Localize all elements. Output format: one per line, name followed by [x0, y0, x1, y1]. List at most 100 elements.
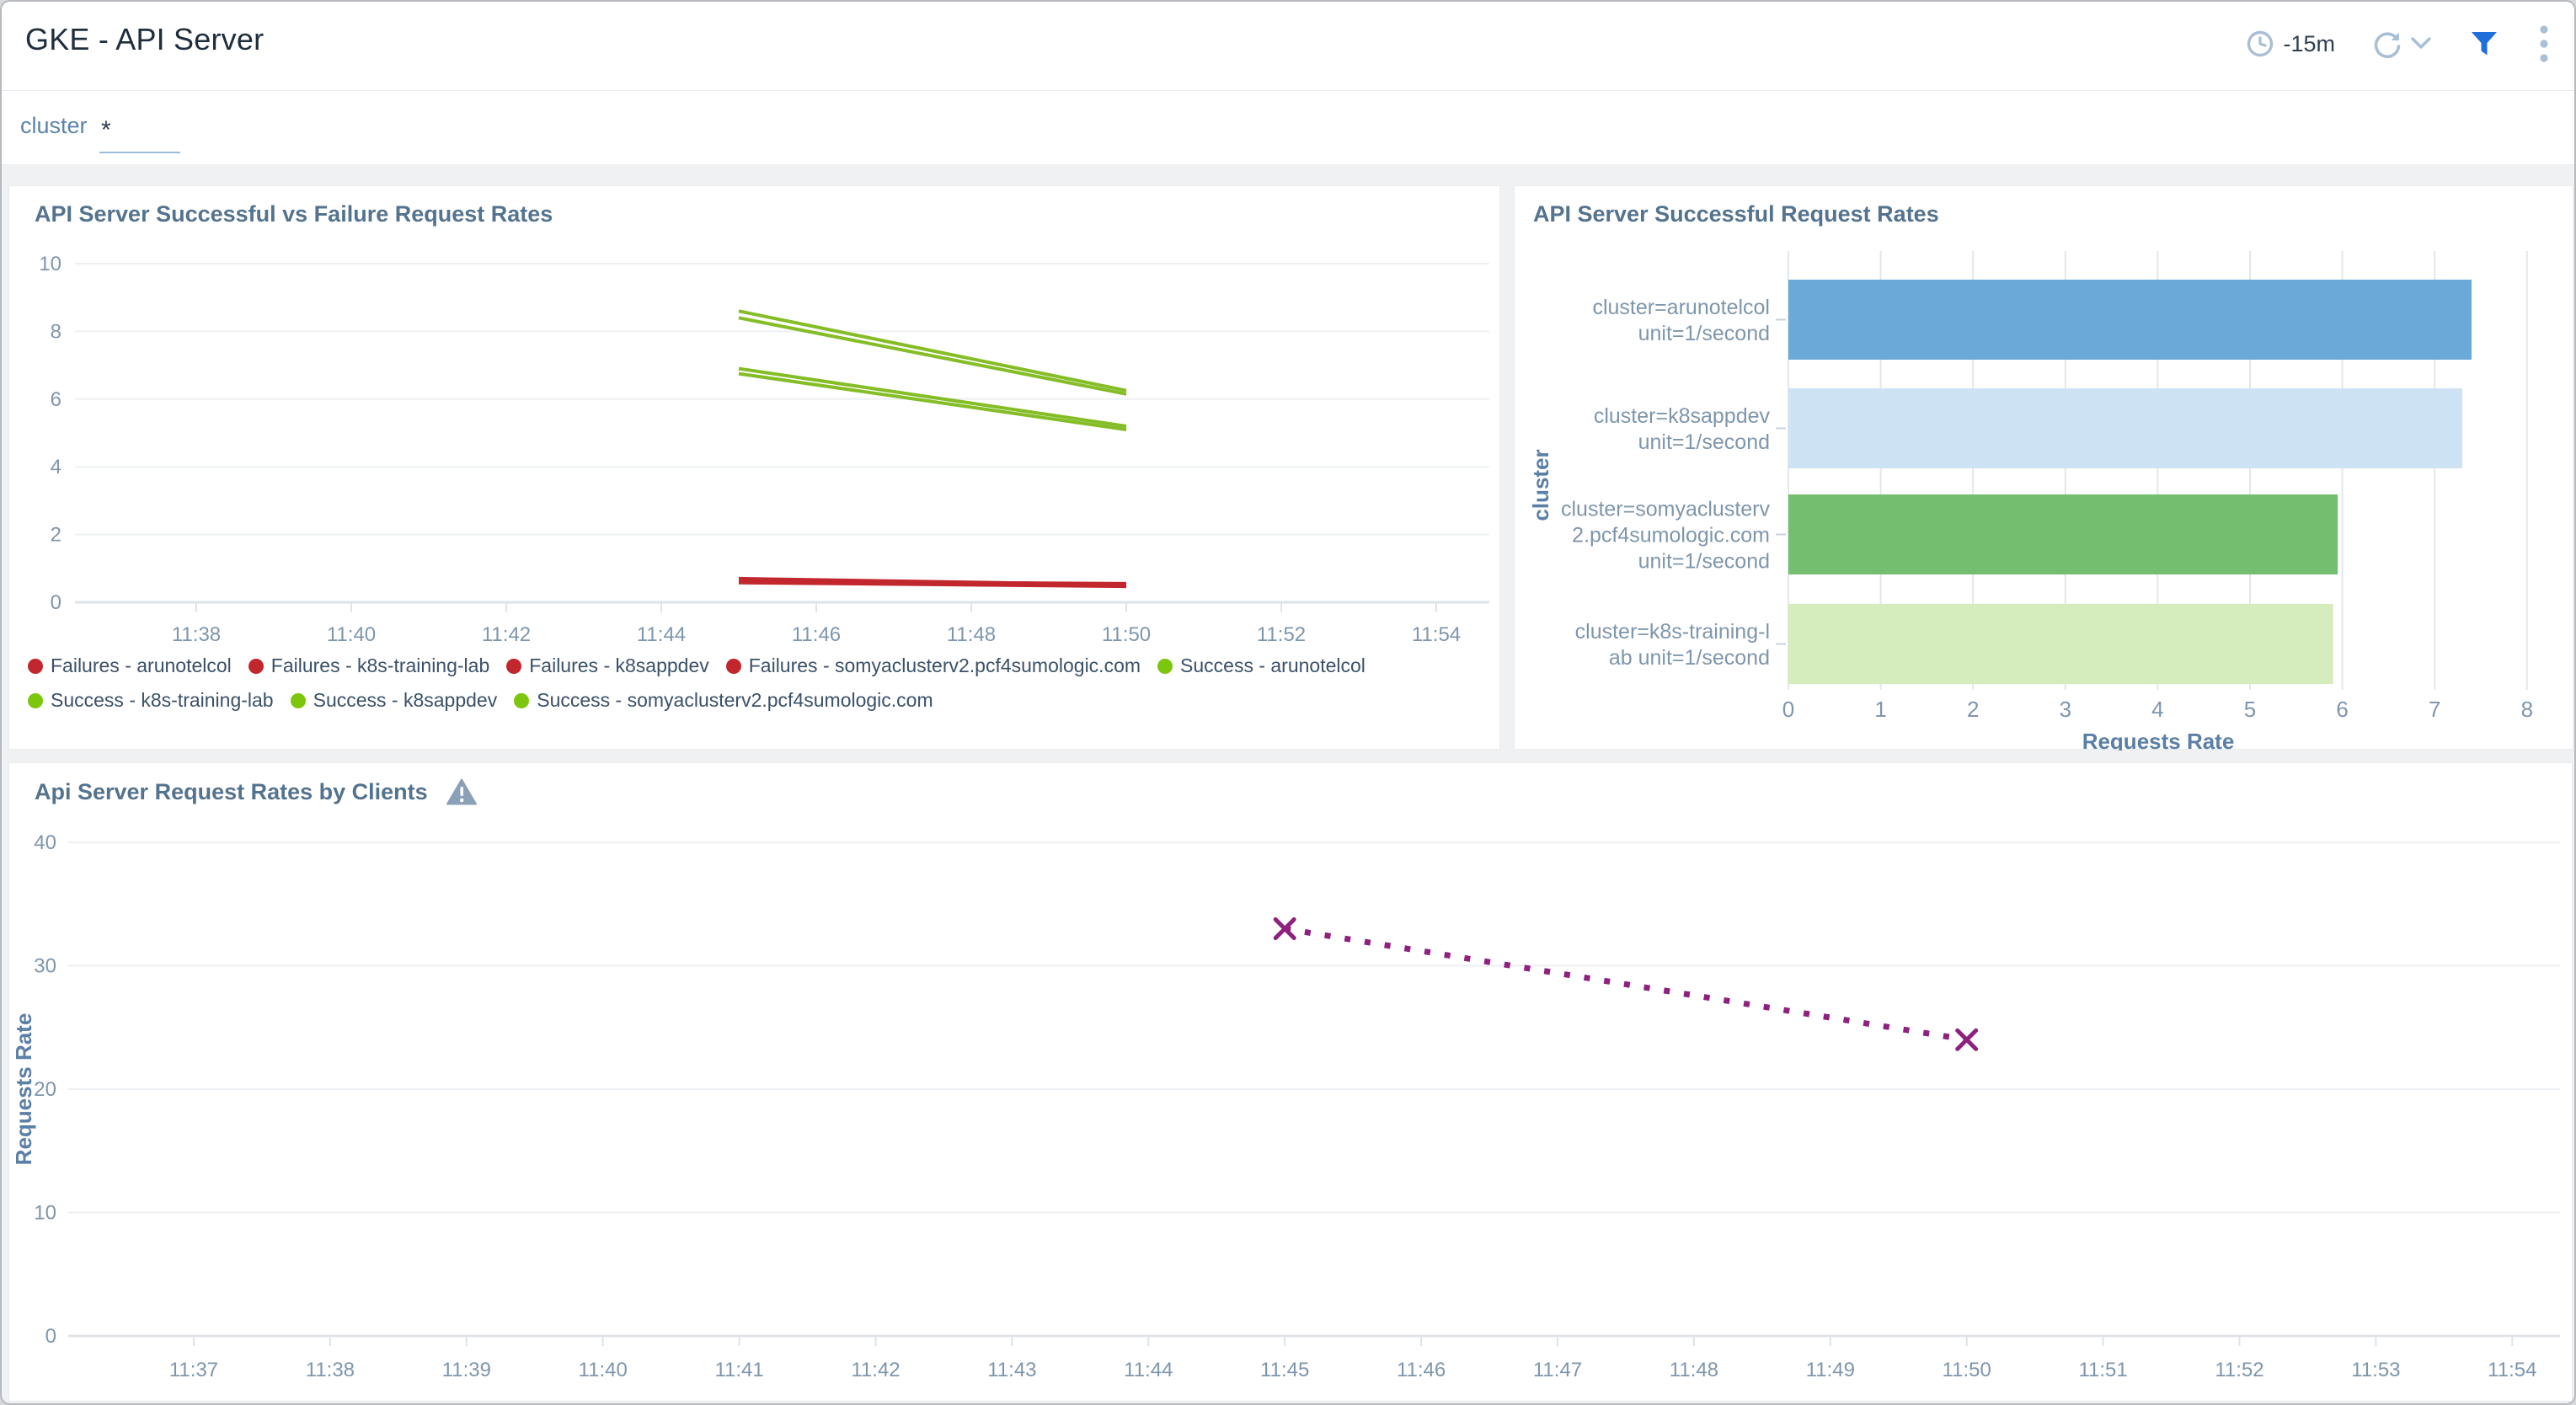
bar-cluster=k8s-training-lab unit=1/second[interactable]	[1788, 604, 2333, 684]
x-tick-label: 11:54	[2488, 1359, 2536, 1381]
chart-title-success-vs-failure: API Server Successful vs Failure Request…	[35, 201, 553, 227]
series-line-Success - k8s-training-lab[interactable]	[738, 371, 1127, 431]
bar-cluster=k8sappdevunit=1/second[interactable]	[1788, 388, 2463, 468]
cluster-filter-label: cluster	[20, 113, 88, 138]
x-tick-label: 5	[2244, 697, 2256, 722]
legend-swatch	[506, 658, 522, 674]
x-tick-label: 11:44	[1124, 1359, 1173, 1381]
legend-item[interactable]: Success - arunotelcol	[1157, 654, 1365, 677]
filter-icon[interactable]	[2470, 30, 2499, 57]
series-line-Success - k8sappdev[interactable]	[738, 316, 1127, 396]
chart-request-rates-by-clients: 0 10 20 30 40 11:37 11:38 11:39 11:40 11:41 11:42 1…	[9, 763, 2572, 1401]
y-tick-label: 4	[51, 456, 61, 478]
chart-success-vs-failure: 0 2 4 6 8 10 11:38 11:40 11:42 11:44 11:46 11:48 11:…	[9, 186, 1499, 749]
y-tick-label: 10	[39, 253, 61, 275]
x-tick-label: 11:47	[1533, 1359, 1582, 1381]
warning-icon[interactable]	[446, 778, 477, 805]
success-vs-failure-plot-area: 0 2 4 6 8 10 11:38 11:40 11:42 11:44 11:46 11:48 11:…	[39, 253, 1489, 646]
x-tick-label: 0	[1782, 697, 1794, 722]
x-tick-label: 11:48	[1670, 1359, 1718, 1381]
category-label: cluster=somyaclusterv	[1561, 498, 1770, 521]
refresh-icon[interactable]	[2370, 28, 2404, 60]
x-tick-label: 2	[1967, 697, 1979, 722]
x-tick-label: 1	[1874, 697, 1886, 722]
legend-item[interactable]: Failures - somyaclusterv2.pcf4sumologic.…	[725, 654, 1141, 677]
x-tick-label: 11:52	[2215, 1359, 2263, 1381]
y-tick-label: 10	[34, 1202, 56, 1225]
y-tick-label: 0	[51, 591, 61, 614]
chart-successful-request-rates: 0 1 2 3 4 5 6 7 8 cluster=arunotelcol unit=1/secon…	[1515, 186, 2573, 751]
series-line-Failures - k8sappdev[interactable]	[738, 576, 1127, 587]
legend-swatch	[28, 658, 43, 674]
bar-cluster=somyaclusterv2.pcf4sumologic.comunit=1/second[interactable]	[1788, 494, 2338, 574]
category-label: unit=1/second	[1638, 550, 1770, 574]
category-label: cluster=k8s-training-l	[1575, 620, 1770, 644]
successful-request-rates-plot-area: 0 1 2 3 4 5 6 7 8 cluster=arunotelcol unit=1/secon…	[1528, 251, 2533, 751]
x-tick-label: 11:40	[579, 1359, 628, 1381]
x-tick-label: 11:48	[947, 623, 996, 646]
header-actions: -15m	[2246, 2, 2549, 86]
y-tick-label: 0	[45, 1325, 56, 1348]
legend-swatch	[248, 658, 264, 674]
clock-icon[interactable]	[2246, 29, 2274, 58]
category-label: cluster=k8sappdev	[1594, 404, 1771, 428]
x-marker	[1955, 1028, 1979, 1051]
series-line-Success - somyaclusterv2.pcf4sumologic.com[interactable]	[738, 366, 1127, 428]
cluster-filter-input[interactable]	[99, 110, 180, 153]
legend-item[interactable]: Success - k8s-training-lab	[28, 689, 274, 712]
series-line-Failures - somyaclusterv2.pcf4sumologic.com[interactable]	[738, 580, 1127, 589]
y-axis-title: Requests Rate	[11, 1013, 36, 1166]
legend-item[interactable]: Failures - k8sappdev	[506, 654, 709, 677]
page-title: GKE - API Server	[25, 22, 265, 56]
legend-swatch	[514, 692, 530, 708]
legend-item[interactable]: Failures - k8s-training-lab	[248, 654, 490, 677]
x-tick-label: 11:52	[1257, 623, 1306, 646]
time-range-value[interactable]: -15m	[2283, 30, 2335, 56]
kebab-menu-icon[interactable]	[2539, 24, 2549, 64]
x-tick-label: 11:37	[169, 1359, 218, 1381]
legend-label: Success - k8sappdev	[313, 689, 498, 711]
legend-label: Failures - k8sappdev	[529, 654, 709, 676]
x-tick-label: 11:49	[1806, 1359, 1855, 1381]
x-tick-label: 11:50	[1943, 1359, 1991, 1381]
x-tick-label: 3	[2060, 697, 2071, 722]
series-line-Success - arunotelcol[interactable]	[738, 309, 1127, 393]
bar-cluster=arunotelcolunit=1/second[interactable]	[1788, 280, 2472, 360]
panel-successful-request-rates: API Server Successful Request Rates 0 1 2 3…	[1514, 185, 2573, 751]
y-axis-title: cluster	[1528, 449, 1553, 521]
x-tick-label: 11:38	[306, 1359, 355, 1381]
x-tick-label: 11:44	[637, 623, 686, 646]
x-tick-label: 11:45	[1260, 1359, 1309, 1381]
x-tick-label: 11:46	[1397, 1359, 1446, 1381]
x-tick-label: 11:42	[851, 1359, 900, 1381]
x-tick-label: 11:53	[2351, 1359, 2400, 1381]
x-tick-label: 11:39	[442, 1359, 491, 1381]
legend-label: Failures - arunotelcol	[51, 654, 232, 676]
legend-label: Success - somyaclusterv2.pcf4sumologic.c…	[537, 689, 933, 711]
legend-swatch	[725, 658, 741, 674]
y-tick-label: 6	[51, 388, 61, 411]
x-tick-label: 11:51	[2078, 1359, 2127, 1381]
legend-label: Failures - k8s-training-lab	[270, 654, 490, 676]
x-tick-label: 11:42	[482, 623, 531, 646]
legend-label: Success - arunotelcol	[1180, 654, 1365, 676]
panel-request-rates-by-clients: Api Server Request Rates by Clients 0 10 2…	[8, 762, 2573, 1402]
legend-item[interactable]: Success - somyaclusterv2.pcf4sumologic.c…	[514, 689, 933, 712]
y-tick-label: 20	[34, 1078, 56, 1101]
legend-label: Failures - somyaclusterv2.pcf4sumologic.…	[748, 654, 1141, 676]
chevron-down-icon[interactable]	[2411, 37, 2431, 51]
x-tick-label: 6	[2336, 697, 2348, 722]
y-tick-label: 8	[51, 320, 61, 343]
category-label: ab unit=1/second	[1609, 646, 1770, 670]
header: GKE - API Server -15m	[2, 2, 2574, 91]
series-line-0[interactable]	[1284, 926, 1968, 1043]
category-label: unit=1/second	[1638, 430, 1770, 454]
x-tick-label: 11:43	[987, 1359, 1036, 1381]
x-tick-label: 7	[2429, 697, 2440, 722]
x-tick-label: 4	[2151, 697, 2163, 722]
x-tick-label: 11:46	[792, 623, 841, 646]
x-tick-label: 11:38	[172, 623, 221, 646]
legend-item[interactable]: Success - k8sappdev	[290, 689, 498, 712]
legend-item[interactable]: Failures - arunotelcol	[28, 654, 232, 677]
